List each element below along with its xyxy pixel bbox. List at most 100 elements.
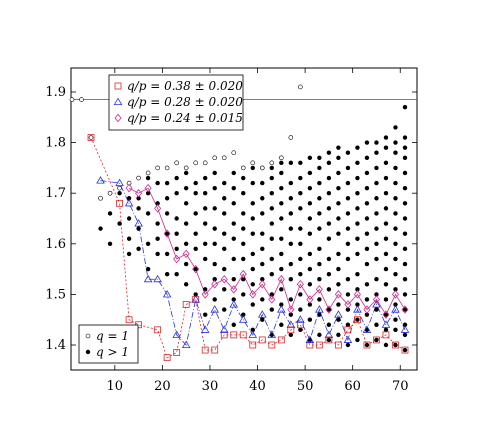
q-greater-1-point [203, 312, 208, 317]
q-greater-1-point [402, 332, 408, 338]
q-greater-1-point [203, 175, 208, 181]
q-greater-1-point [345, 165, 351, 171]
diamond-point [163, 229, 171, 238]
q-greater-1-point [307, 231, 313, 236]
q-greater-1-point [298, 292, 303, 297]
q-greater-1-point [260, 246, 265, 252]
diamond-point [287, 305, 295, 314]
square-point [154, 326, 162, 334]
q-greater-1-point [260, 196, 265, 201]
square-point [258, 336, 266, 344]
q-greater-1-point [269, 165, 274, 171]
q-greater-1-point [288, 241, 294, 246]
q-greater-1-point [250, 302, 255, 307]
q-greater-1-point [307, 155, 313, 160]
triangle-point [257, 310, 267, 318]
q-greater-1-point [402, 307, 408, 312]
q-greater-1-point [298, 160, 303, 166]
q-greater-1-point [212, 170, 217, 176]
q-greater-1-point [355, 251, 360, 257]
q-greater-1-point [326, 221, 332, 226]
q-greater-1-point [345, 256, 351, 262]
q-greater-1-point [345, 180, 351, 186]
q-greater-1-point [203, 287, 208, 292]
q-greater-1-point [307, 302, 313, 307]
q-greater-1-point [164, 231, 170, 236]
q-greater-1-point [345, 307, 351, 312]
q-greater-1-point [231, 236, 236, 241]
triangle-point [153, 274, 162, 283]
y-tick-label: 1.8 [45, 136, 66, 151]
q-greater-1-point [326, 271, 332, 277]
q-greater-1-point [260, 261, 265, 267]
q-greater-1-point [374, 322, 379, 327]
square-point [211, 346, 219, 354]
diamond-point [125, 183, 133, 193]
q-greater-1-point [393, 140, 398, 145]
q-greater-1-point [269, 256, 274, 262]
q-greater-1-point [393, 327, 398, 333]
q-greater-1-point [269, 292, 274, 297]
q-greater-1-point [307, 282, 313, 287]
square-point [354, 316, 361, 324]
q-greater-1-point [193, 292, 198, 297]
triangle-point [334, 310, 343, 318]
q-greater-1-point [326, 160, 332, 166]
q-greater-1-point [164, 196, 170, 201]
q-greater-1-point [155, 221, 160, 226]
triangle-point [286, 320, 296, 328]
q-greater-1-point [326, 191, 332, 196]
q-greater-1-point [326, 236, 332, 241]
q-greater-1-point [317, 196, 322, 201]
triangle-point [219, 325, 229, 333]
diamond-point [258, 280, 266, 289]
diamond-point [239, 269, 247, 279]
q-greater-1-point [231, 170, 236, 176]
q-greater-1-point [317, 165, 322, 171]
triangle-point [248, 330, 258, 338]
q-greater-1-point [212, 261, 217, 267]
q-greater-1-point [402, 155, 408, 160]
q-greater-1-point [364, 246, 370, 252]
triangle-point [124, 198, 134, 207]
q-greater-1-point [288, 312, 294, 317]
diamond-point [363, 305, 371, 314]
q-greater-1-point [279, 266, 284, 272]
legend-label-diamonds: q/p = 0.24 ± 0.015 [127, 111, 243, 125]
q-greater-1-point [402, 322, 408, 327]
diamond-point [135, 188, 143, 198]
q-equals-1-point [98, 195, 103, 201]
q-greater-1-point [355, 206, 360, 211]
q-greater-1-point [336, 145, 341, 150]
legend-bottom-box [78, 324, 139, 364]
q-greater-1-point [393, 302, 398, 307]
q-greater-1-point [383, 236, 389, 241]
diamond-point [201, 290, 209, 299]
q-greater-1-point [298, 327, 303, 333]
square-point [125, 316, 133, 324]
q-greater-1-point [393, 196, 398, 201]
q-greater-1-point [374, 211, 379, 216]
q-greater-1-point [241, 277, 246, 282]
diamond-point [230, 285, 238, 294]
q-greater-1-point [402, 145, 408, 150]
q-greater-1-point [383, 342, 389, 348]
q-greater-1-point [326, 175, 332, 181]
q-greater-1-point [336, 251, 341, 257]
q-greater-1-point [345, 322, 351, 327]
q-greater-1-point [402, 261, 408, 267]
q-greater-1-point [326, 322, 332, 327]
diamond-point [344, 300, 352, 309]
y-tick-label: 1.6 [45, 237, 66, 252]
triangle-point [134, 219, 143, 227]
q-greater-1-point [231, 221, 236, 226]
triangle-point [391, 305, 400, 313]
q-greater-1-point [402, 347, 408, 353]
triangle-point [353, 305, 362, 313]
q-equals-1-point [250, 160, 256, 166]
q-greater-1-point [136, 226, 141, 231]
q-greater-1-point [355, 160, 360, 166]
triangle-point [210, 305, 220, 313]
q-greater-1-point [345, 277, 351, 282]
square-point [182, 301, 190, 308]
